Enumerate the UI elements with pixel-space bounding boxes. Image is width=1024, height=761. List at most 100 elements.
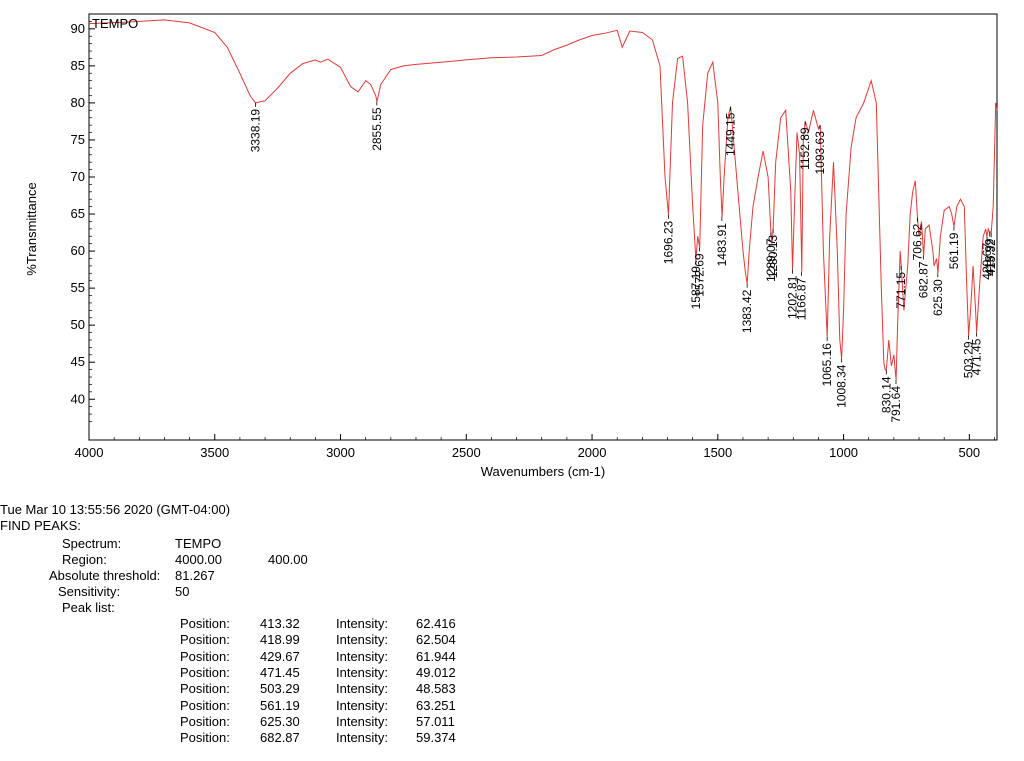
x-axis-label: Wavenumbers (cm-1): [481, 464, 605, 479]
x-tick-label: 2000: [578, 445, 607, 460]
intensity-label: Intensity:: [336, 681, 389, 697]
peak-row: Position: 471.45 Intensity: 49.012: [180, 665, 456, 681]
y-axis-ticks: 40 45 50 55 60 65 70 75 80 85 90: [71, 21, 95, 422]
peak-label: 1449.15: [724, 112, 738, 156]
y-axis-label: %Transmittance: [24, 182, 39, 275]
y-tick-label: 80: [71, 95, 85, 110]
x-tick-label: 1000: [829, 445, 858, 460]
y-tick-label: 90: [71, 21, 85, 36]
peak-label: 429.67: [980, 243, 994, 280]
peak-annotation: 2855.55: [370, 101, 384, 151]
peak-annotation: 1202.81: [786, 269, 800, 319]
sensitivity-label: Sensitivity:: [58, 584, 121, 599]
y-tick-label: 65: [71, 206, 85, 221]
intensity-label: Intensity:: [336, 648, 389, 664]
peak-position: 625.30: [260, 713, 300, 729]
peak-annotation: 706.62: [910, 217, 924, 260]
intensity-label: Intensity:: [336, 665, 389, 681]
peak-label: 791.64: [889, 386, 903, 423]
peak-intensity: 57.011: [416, 713, 455, 729]
peak-position: 682.87: [260, 730, 300, 746]
y-tick-label: 45: [71, 354, 85, 369]
peak-label: 1587.19: [689, 266, 703, 310]
peak-row: Position: 429.67 Intensity: 61.944: [180, 649, 456, 665]
spectrum-line-tempo: [88, 19, 998, 381]
peak-annotation: 418.99: [983, 232, 997, 275]
peak-position: 471.45: [260, 665, 300, 681]
peak-label: 2855.55: [370, 107, 384, 151]
peak-position: 561.19: [260, 697, 300, 713]
peak-label: 1152.89: [798, 127, 812, 170]
peak-label: 706.62: [910, 223, 924, 260]
peak-label: 1383.42: [740, 289, 754, 333]
peak-annotation: 1449.15: [724, 106, 738, 156]
threshold-value: 81.267: [175, 568, 215, 583]
y-tick-label: 50: [71, 317, 85, 332]
peak-annotation: 830.14: [879, 370, 893, 413]
position-label: Position:: [180, 713, 230, 729]
peak-annotation: 1008.34: [835, 358, 849, 408]
peak-label: 1008.34: [835, 364, 849, 408]
peak-intensity: 48.583: [416, 681, 456, 697]
peak-label: 682.87: [916, 261, 930, 298]
region-end: 400.00: [268, 552, 308, 567]
peak-label: 1065.16: [820, 343, 834, 387]
intensity-label: Intensity:: [336, 713, 389, 729]
peak-annotation: 1065.16: [820, 337, 834, 386]
threshold-label: Absolute threshold:: [49, 568, 161, 583]
peak-label: 418.99: [983, 238, 997, 275]
peak-position: 503.29: [260, 681, 300, 697]
peak-annotation: 413.32: [984, 233, 998, 276]
peak-intensity: 49.012: [416, 665, 456, 681]
peak-label: 413.32: [984, 239, 998, 276]
position-label: Position:: [180, 730, 230, 746]
peak-annotation: 1152.89: [798, 121, 812, 170]
peak-annotation: 625.30: [931, 273, 945, 316]
peak-list-label: Peak list:: [62, 600, 115, 615]
region-label: Region:: [62, 552, 107, 567]
peak-intensity: 62.416: [416, 616, 456, 632]
peak-row: Position: 418.99 Intensity: 62.504: [180, 632, 456, 648]
position-label: Position:: [180, 681, 230, 697]
peak-intensity: 63.251: [416, 697, 456, 713]
peak-label: 1202.81: [786, 275, 800, 319]
position-label: Position:: [180, 616, 230, 632]
peak-row: Position: 682.87 Intensity: 59.374: [180, 730, 456, 746]
peak-list-table: Position: 413.32 Intensity: 62.416 Position:…: [180, 616, 456, 746]
peak-label: 1289.07: [764, 238, 778, 282]
report-timestamp: Tue Mar 10 13:55:56 2020 (GMT-04:00): [0, 502, 231, 517]
peak-position: 418.99: [260, 632, 300, 648]
peak-label: 830.14: [879, 376, 893, 413]
peak-annotation: 771.15: [894, 265, 908, 309]
peak-row: Position: 625.30 Intensity: 57.011: [180, 714, 456, 730]
peak-label: 1093.63: [813, 131, 827, 175]
peak-annotation: 791.64: [889, 379, 903, 423]
peak-report: Tue Mar 10 13:55:56 2020 (GMT-04:00) FIN…: [0, 502, 230, 534]
spectrum-label: Spectrum:: [62, 536, 122, 551]
plot-frame: [88, 13, 998, 441]
peak-label: 1696.23: [662, 220, 676, 264]
peak-label: 503.29: [962, 341, 976, 378]
peak-label: 1572.69: [693, 253, 707, 297]
peak-annotation: 1166.87: [795, 271, 809, 320]
peak-intensity: 62.504: [416, 632, 456, 648]
peak-row: Position: 503.29 Intensity: 48.583: [180, 681, 456, 697]
y-tick-label: 85: [71, 58, 85, 73]
spectrum-value: TEMPO: [175, 536, 222, 551]
x-tick-label: 500: [958, 445, 980, 460]
peak-label: 1483.91: [715, 223, 729, 267]
position-label: Position:: [180, 632, 230, 648]
ir-spectrum-chart: 40 45 50 55 60 65 70 75 80 85 90 4000 3500 3000 2500 2…: [24, 13, 998, 479]
peak-label: 1166.87: [795, 277, 809, 320]
intensity-label: Intensity:: [336, 730, 389, 746]
peak-annotation: 1483.91: [715, 216, 729, 267]
peak-position: 413.32: [260, 616, 300, 632]
intensity-label: Intensity:: [336, 632, 389, 648]
peak-label: 561.19: [947, 232, 961, 269]
peak-annotation: 3338.19: [249, 102, 263, 152]
peak-position: 429.67: [260, 648, 300, 664]
y-tick-label: 55: [71, 280, 85, 295]
peak-row: Position: 561.19 Intensity: 63.251: [180, 697, 456, 713]
position-label: Position:: [180, 665, 230, 681]
